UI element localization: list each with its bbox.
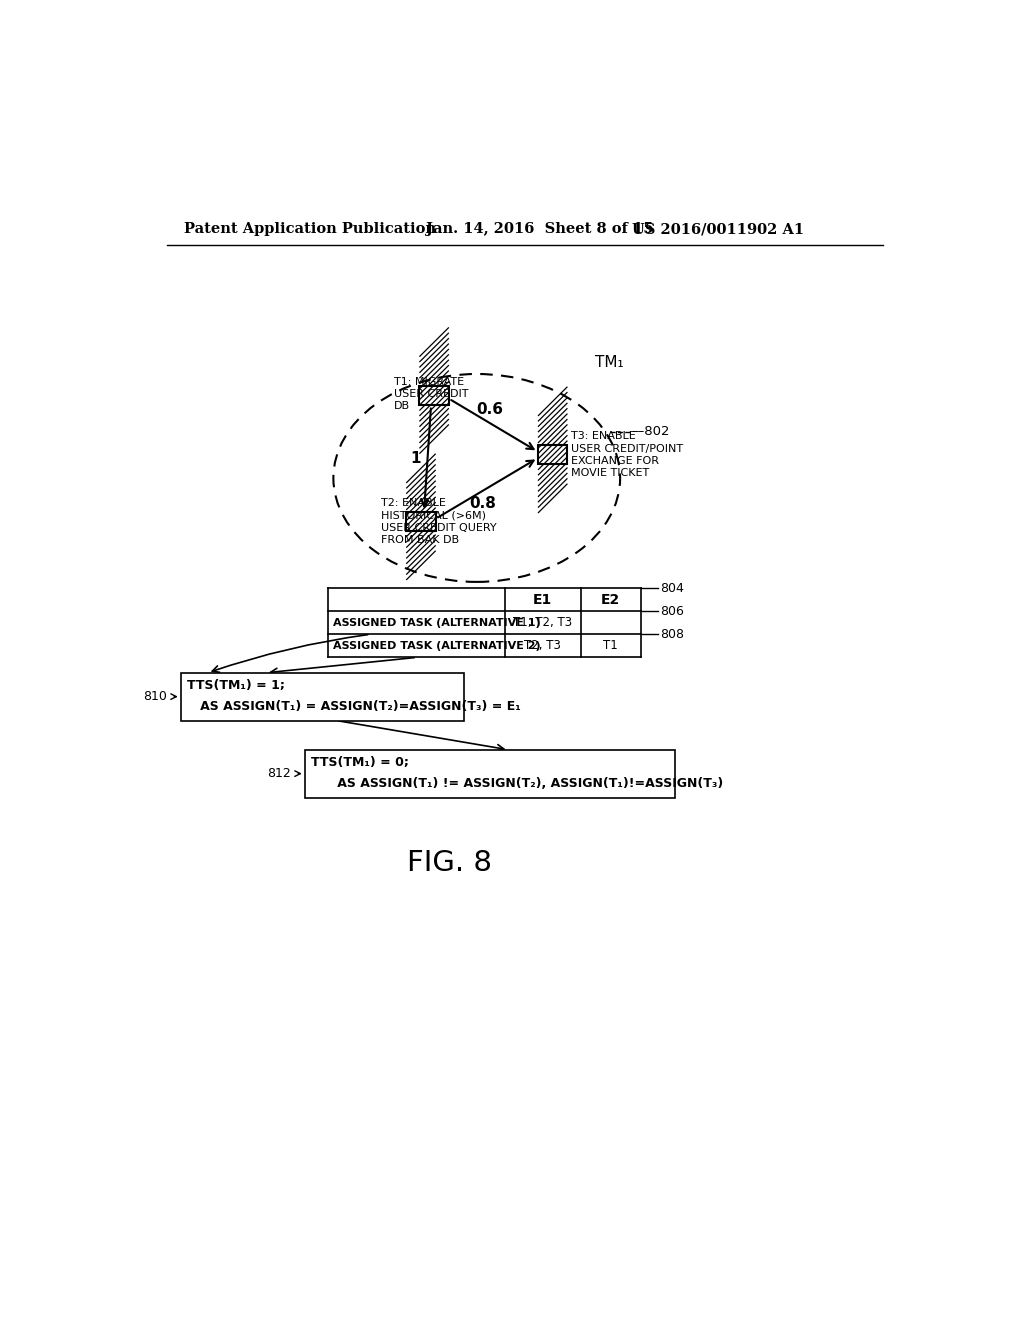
Text: E2: E2 bbox=[601, 593, 621, 607]
Text: TM₁: TM₁ bbox=[595, 355, 624, 370]
Text: ASSIGNED TASK (ALTERNATIVE 2): ASSIGNED TASK (ALTERNATIVE 2) bbox=[333, 640, 541, 651]
Bar bbox=[407, 512, 435, 532]
Text: FIG. 8: FIG. 8 bbox=[408, 849, 493, 876]
Bar bbox=[420, 385, 449, 405]
Text: 0.8: 0.8 bbox=[470, 496, 497, 511]
Text: AS ASSIGN(T₁) = ASSIGN(T₂)=ASSIGN(T₃) = E₁: AS ASSIGN(T₁) = ASSIGN(T₂)=ASSIGN(T₃) = … bbox=[187, 700, 520, 713]
Text: 806: 806 bbox=[660, 605, 684, 618]
Text: AS ASSIGN(T₁) != ASSIGN(T₂), ASSIGN(T₁)!=ASSIGN(T₃): AS ASSIGN(T₁) != ASSIGN(T₂), ASSIGN(T₁)!… bbox=[311, 777, 723, 791]
Text: US 2016/0011902 A1: US 2016/0011902 A1 bbox=[632, 222, 804, 236]
Bar bbox=[538, 445, 567, 465]
Bar bbox=[305, 750, 675, 797]
Text: 812: 812 bbox=[267, 767, 291, 780]
Text: ––802: ––802 bbox=[632, 425, 671, 438]
Text: T3: ENABLE
USER CREDIT/POINT
EXCHANGE FOR
MOVIE TICKET: T3: ENABLE USER CREDIT/POINT EXCHANGE FO… bbox=[571, 432, 683, 478]
Text: E1: E1 bbox=[534, 593, 552, 607]
Text: 810: 810 bbox=[143, 690, 167, 704]
Text: T1, T2, T3: T1, T2, T3 bbox=[513, 616, 572, 630]
Text: 808: 808 bbox=[660, 628, 684, 640]
Text: Patent Application Publication: Patent Application Publication bbox=[183, 222, 436, 236]
Text: Jan. 14, 2016  Sheet 8 of 15: Jan. 14, 2016 Sheet 8 of 15 bbox=[426, 222, 654, 236]
Text: T2: ENABLE
HISTORICAL (>6M)
USER CREDIT QUERY
FROM BAK DB: T2: ENABLE HISTORICAL (>6M) USER CREDIT … bbox=[381, 498, 497, 545]
Text: 1: 1 bbox=[411, 451, 421, 466]
Bar bbox=[407, 512, 435, 532]
Text: T1: T1 bbox=[603, 639, 618, 652]
Bar bbox=[538, 445, 567, 465]
Text: T2, T3: T2, T3 bbox=[524, 639, 561, 652]
Text: T1: MIGRATE
USER CREDIT
DB: T1: MIGRATE USER CREDIT DB bbox=[394, 376, 468, 412]
Text: 0.6: 0.6 bbox=[476, 403, 503, 417]
Text: TTS(TM₁) = 0;: TTS(TM₁) = 0; bbox=[311, 756, 409, 770]
Bar bbox=[420, 385, 449, 405]
Text: ASSIGNED TASK (ALTERNATIVE 1): ASSIGNED TASK (ALTERNATIVE 1) bbox=[333, 618, 541, 628]
Text: 804: 804 bbox=[660, 582, 684, 594]
Text: TTS(TM₁) = 1;: TTS(TM₁) = 1; bbox=[187, 680, 285, 693]
Bar bbox=[180, 673, 464, 721]
